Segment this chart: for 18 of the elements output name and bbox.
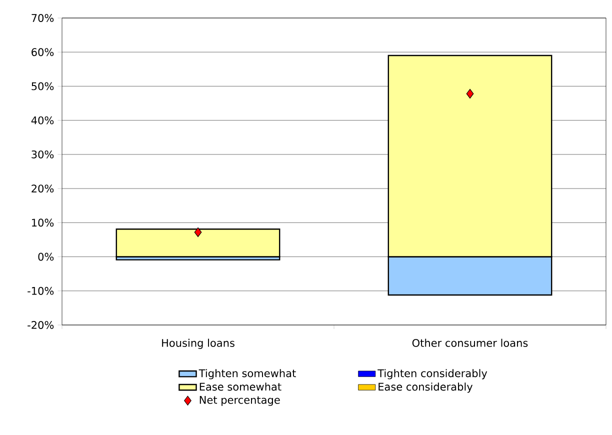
legend-label: Tighten considerably [378,369,488,380]
bar [116,228,280,258]
legend-label: Ease somewhat [200,382,282,391]
y-tick-label: 60% [32,48,54,56]
y-tick-label: 70% [32,14,54,22]
y-tick-label: 40% [31,116,54,124]
x-tick-label: Housing loans [162,338,234,349]
legend-label: Ease considerably [378,382,473,393]
x-tick-label: Other consumer loans [412,338,528,347]
y-tick-label: 20% [32,184,54,193]
y-tick-label: 30% [32,150,54,158]
legend-label: Tighten somewhat [198,369,296,380]
y-tick-label: 0% [38,252,54,261]
y-tick-label: 50% [32,82,54,90]
y-tick-label: -10% [28,286,54,295]
legend-label: Net percentage [200,396,280,406]
y-tick-label: -20% [28,321,54,329]
y-tick-label: 10% [32,218,54,227]
